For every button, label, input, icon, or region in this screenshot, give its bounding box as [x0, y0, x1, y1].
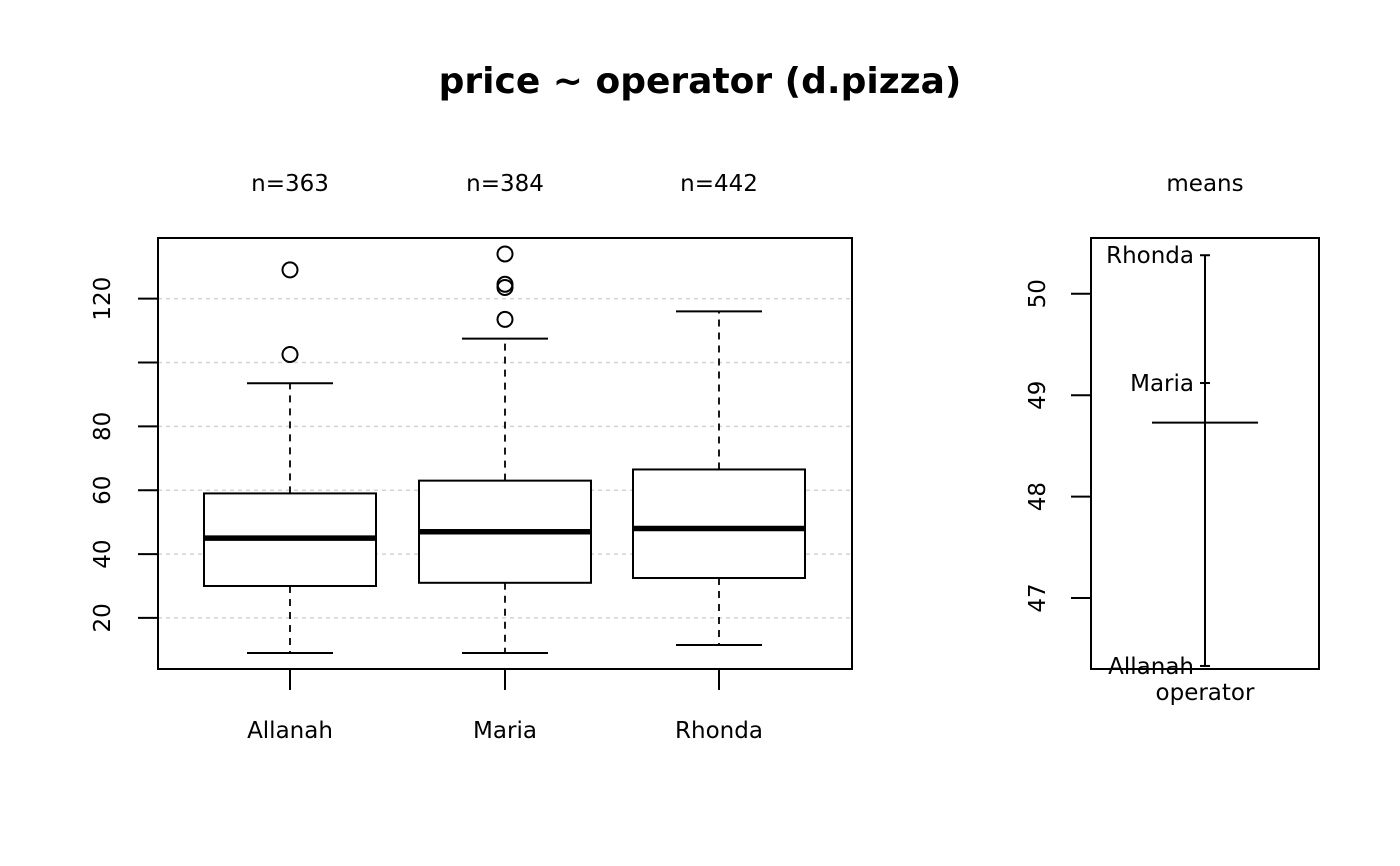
outlier-point — [496, 245, 514, 263]
y-tick-label: 20 — [90, 603, 116, 632]
x-tick-label: Maria — [473, 718, 537, 744]
means-panel-title: means — [1166, 171, 1243, 197]
mean-label: Rhonda — [1106, 243, 1194, 269]
chart-title: price ~ operator (d.pizza) — [439, 61, 962, 102]
x-tick-label: Allanah — [247, 718, 333, 744]
count-label: n=384 — [466, 171, 544, 197]
means-panel: 47 48 49 50 Allanah Maria Rhonda — [1025, 237, 1320, 680]
outlier-point — [281, 346, 299, 364]
box-iqr — [632, 468, 806, 580]
means-x-axis-label: operator — [1156, 680, 1255, 706]
outlier-point — [496, 275, 514, 293]
boxplot-panel: n=363 Allanah n=384 Maria n=442 Rhonda 20 40 60 8… — [90, 171, 853, 744]
y-tick-label: 40 — [90, 539, 116, 568]
y-tick-label: 120 — [90, 277, 116, 321]
outlier-point — [496, 310, 514, 328]
means-y-tick-label: 50 — [1025, 279, 1051, 308]
means-y-tick-label: 48 — [1025, 482, 1051, 511]
y-tick-label: 80 — [90, 412, 116, 441]
x-tick-label: Rhonda — [675, 718, 763, 744]
mean-label: Allanah — [1108, 654, 1194, 680]
count-label: n=442 — [680, 171, 758, 197]
y-tick-label: 60 — [90, 476, 116, 505]
count-label: n=363 — [251, 171, 329, 197]
outlier-point — [281, 261, 299, 279]
means-y-tick-label: 49 — [1025, 381, 1051, 410]
mean-label: Maria — [1130, 371, 1194, 397]
means-frame — [1090, 237, 1320, 670]
plot-frame — [157, 237, 853, 670]
means-y-tick-label: 47 — [1025, 583, 1051, 612]
